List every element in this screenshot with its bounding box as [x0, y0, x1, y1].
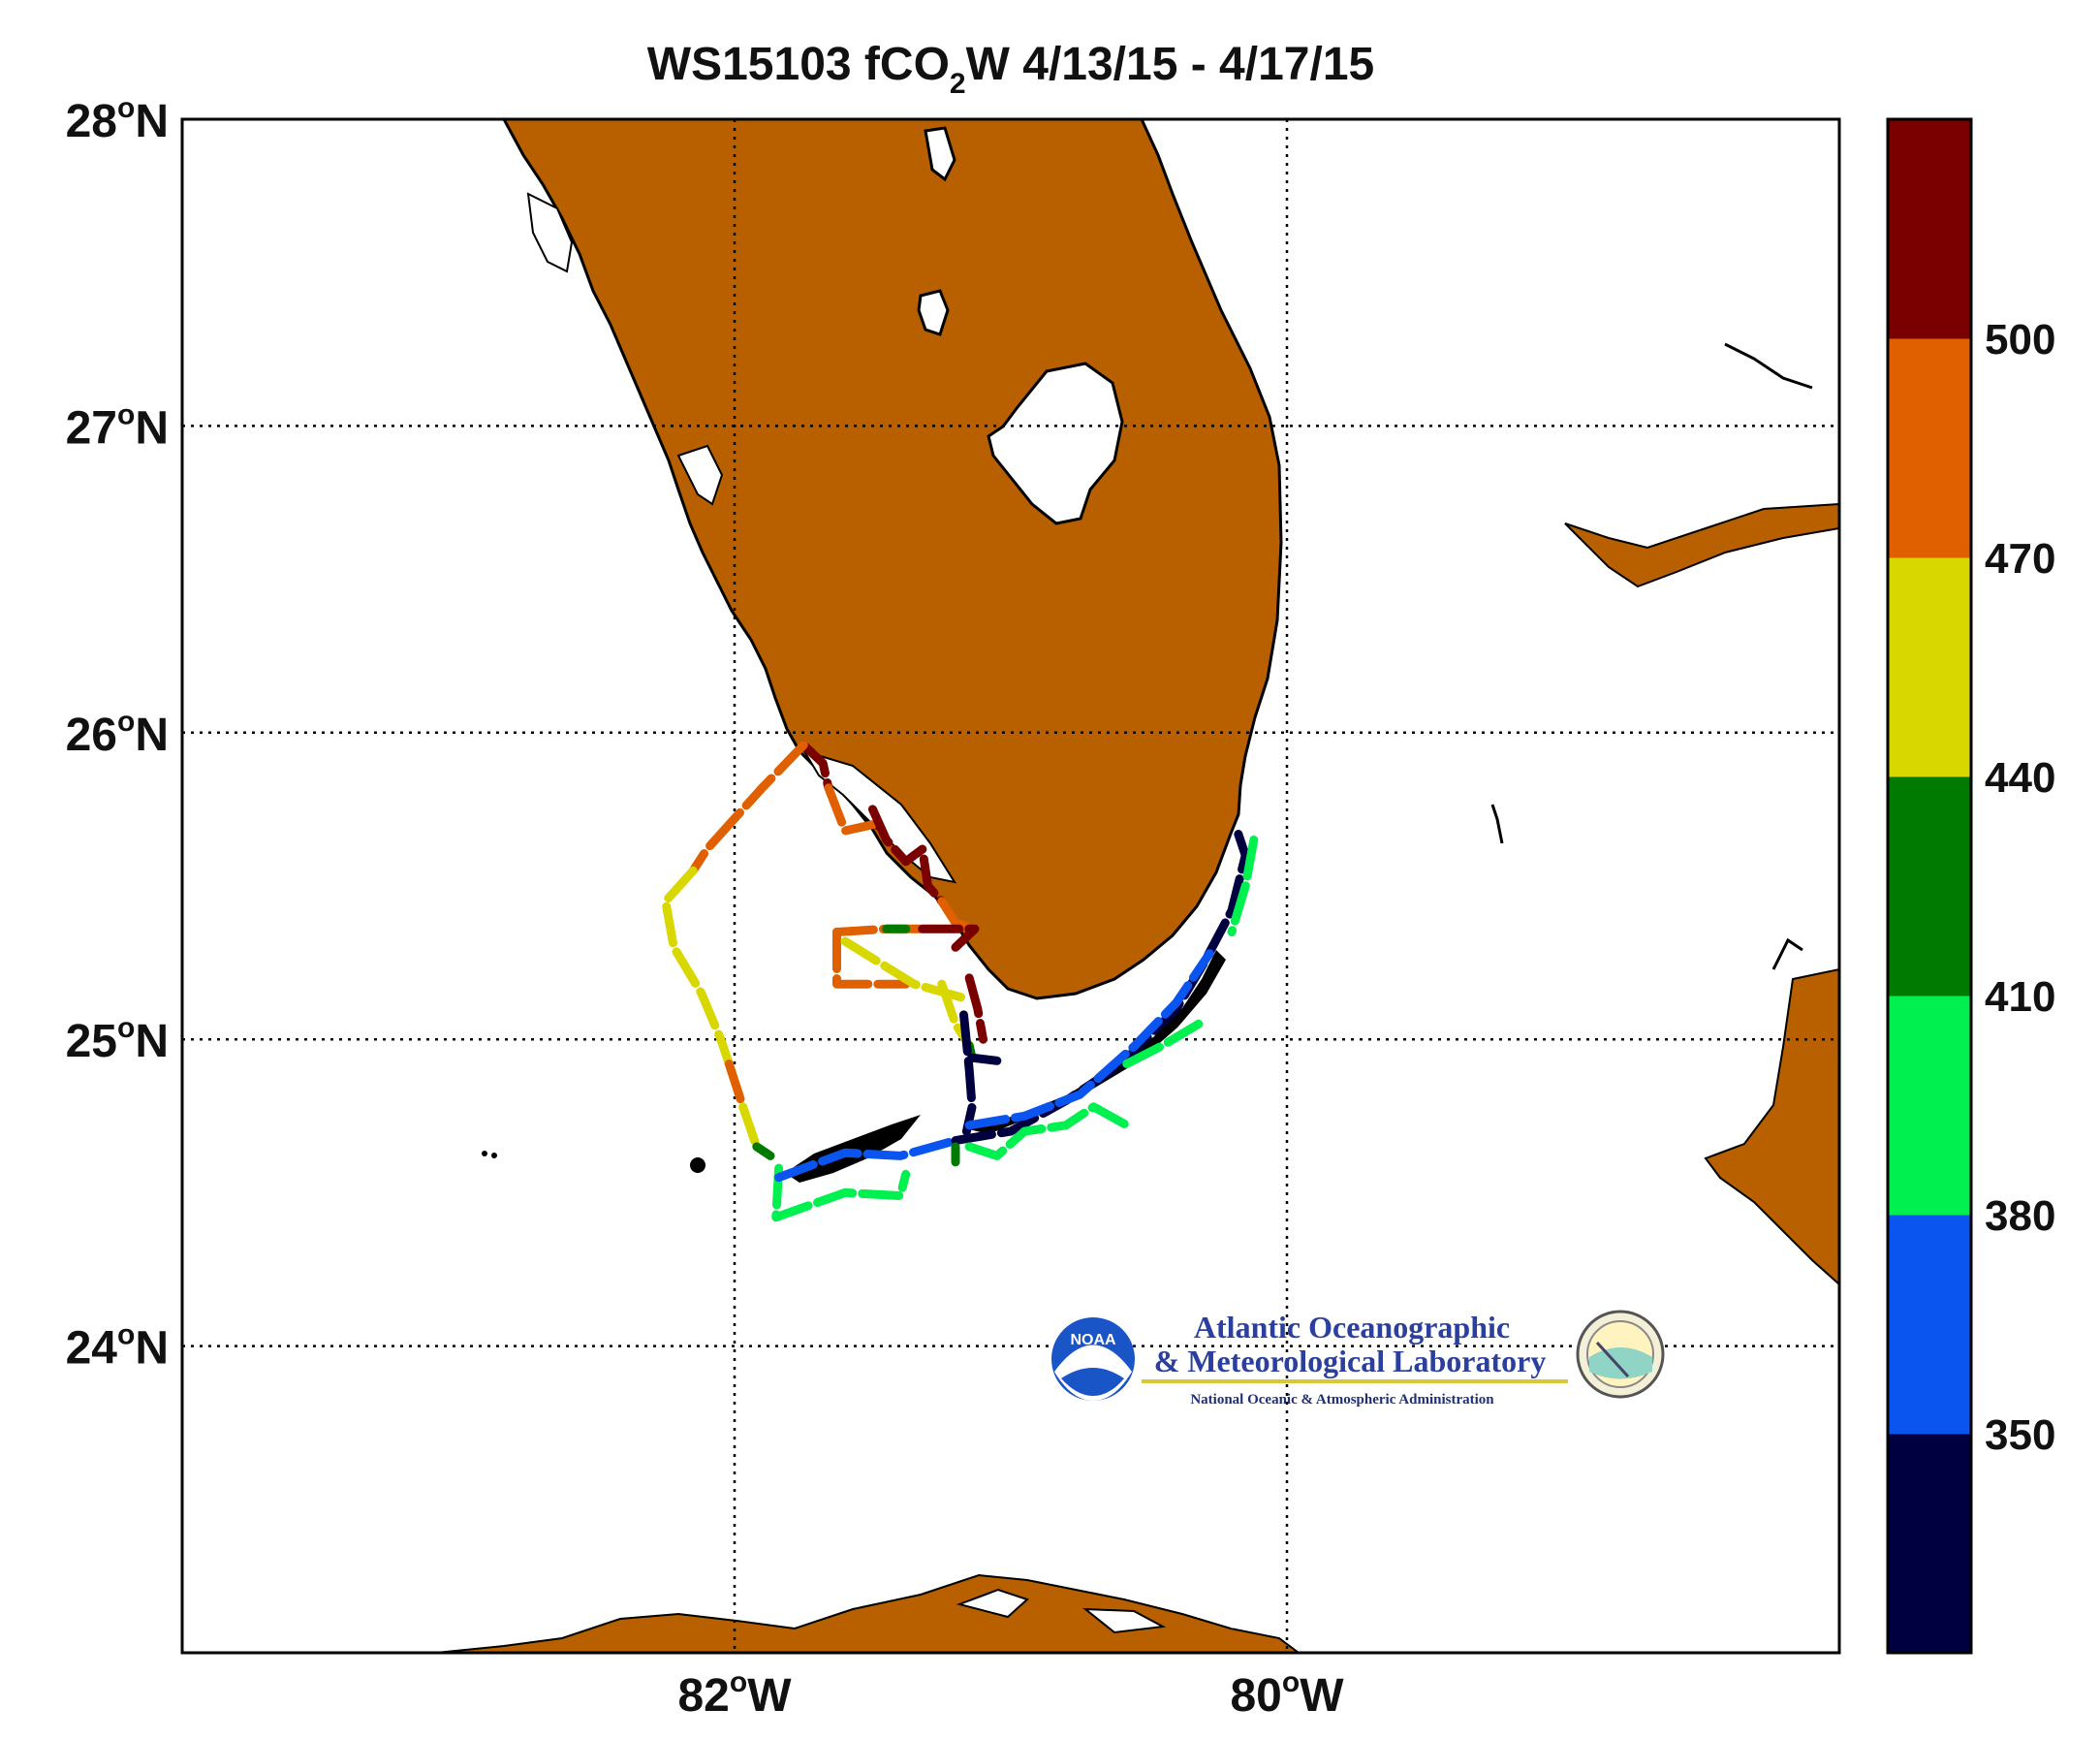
coastal-wetland [676, 444, 724, 506]
colorbar-segment [1888, 119, 1971, 339]
colorbar-frame [1886, 117, 1973, 1655]
lat-label: 27oN [66, 398, 169, 454]
colorbar-tick-label: 380 [1985, 1192, 2055, 1240]
coastal-wetland [526, 192, 574, 273]
track-segment [967, 1053, 1002, 1065]
bahamas-reef [1490, 342, 1813, 970]
lat-label: 26oN [66, 706, 169, 761]
colorbar-tick-label: 470 [1985, 535, 2055, 583]
lat-label: 24oN [66, 1319, 169, 1375]
dry-tortugas [482, 1151, 705, 1173]
track-segment [918, 924, 980, 952]
track-segment [964, 1102, 1132, 1160]
track-segment [840, 936, 974, 1004]
cuba-coast [956, 1588, 1029, 1619]
lon-label: 80oW [1230, 1666, 1344, 1722]
lake-okeechobee [987, 362, 1124, 525]
grid [182, 119, 1839, 1653]
colorbar-segment [1888, 996, 1971, 1216]
longitude-labels: 82oW 80oW [677, 1666, 1344, 1722]
lon-label: 82oW [677, 1666, 792, 1722]
colorbar-ticks: 350 380 410 440 470 500 [1985, 316, 2055, 1459]
colorbar-segment [1888, 1215, 1971, 1435]
interior-lake [917, 289, 950, 336]
colorbar-tick-label: 440 [1985, 754, 2055, 802]
track-segment [738, 1102, 762, 1152]
noaa-emblem: NOAA [1051, 1317, 1135, 1401]
colorbar-tick-label: 500 [1985, 316, 2055, 364]
track-segment [959, 1010, 977, 1136]
colorbar-segment [1888, 776, 1971, 997]
track-segment [1122, 1019, 1204, 1068]
track-segment [1227, 836, 1259, 936]
colorbar-tick-label: 410 [1985, 973, 2055, 1021]
track-segment [964, 949, 1214, 1130]
track-segment [964, 973, 987, 1044]
bahamas-land [1704, 967, 1839, 1286]
ship-track [661, 741, 1259, 1222]
track-segment [771, 1163, 911, 1222]
track-segment [832, 928, 911, 989]
cuba-coast [1081, 1607, 1167, 1634]
florida-keys [785, 950, 1226, 1183]
logo-line-2: & Meteorological Laboratory [1154, 1344, 1547, 1378]
cuba-land [435, 1573, 1301, 1653]
track-segment [688, 813, 739, 875]
track-segment [661, 866, 734, 1068]
map-title: WS15103 fCO2W 4/13/15 - 4/17/15 [647, 39, 1374, 100]
track-segment [774, 1136, 960, 1183]
logo-underline [1142, 1379, 1568, 1383]
track-segment [824, 783, 877, 836]
colorbar-segment [1888, 557, 1971, 777]
interior-lake [924, 126, 956, 182]
track-segment [752, 1142, 775, 1160]
logo-line-3: National Oceanic & Atmospheric Administr… [1190, 1392, 1494, 1408]
logo-line-1: Atlantic Oceanographic [1194, 1310, 1510, 1345]
aoml-logo: NOAA Atlantic Oceanographic & Meteorolog… [1051, 1310, 1665, 1408]
track-segment [730, 741, 808, 823]
colorbar-segment [1888, 338, 1971, 558]
bahamas-land [1564, 502, 1839, 588]
latitude-labels: 28oN 27oN 26oN 25oN 24oN [66, 92, 169, 1375]
track-segment [799, 741, 833, 793]
map-area [182, 119, 1839, 1653]
track-segment [868, 805, 947, 906]
lat-label: 25oN [66, 1012, 169, 1067]
lat-label: 28oN [66, 92, 169, 147]
noaa-emblem-text: NOAA [1070, 1332, 1116, 1348]
aoml-seal [1576, 1310, 1665, 1399]
colorbar-segment [1888, 1434, 1971, 1654]
track-segment [724, 1060, 748, 1112]
map-frame [180, 117, 1841, 1655]
colorbar [1886, 117, 1973, 1655]
colorbar-tick-label: 350 [1985, 1411, 2055, 1459]
